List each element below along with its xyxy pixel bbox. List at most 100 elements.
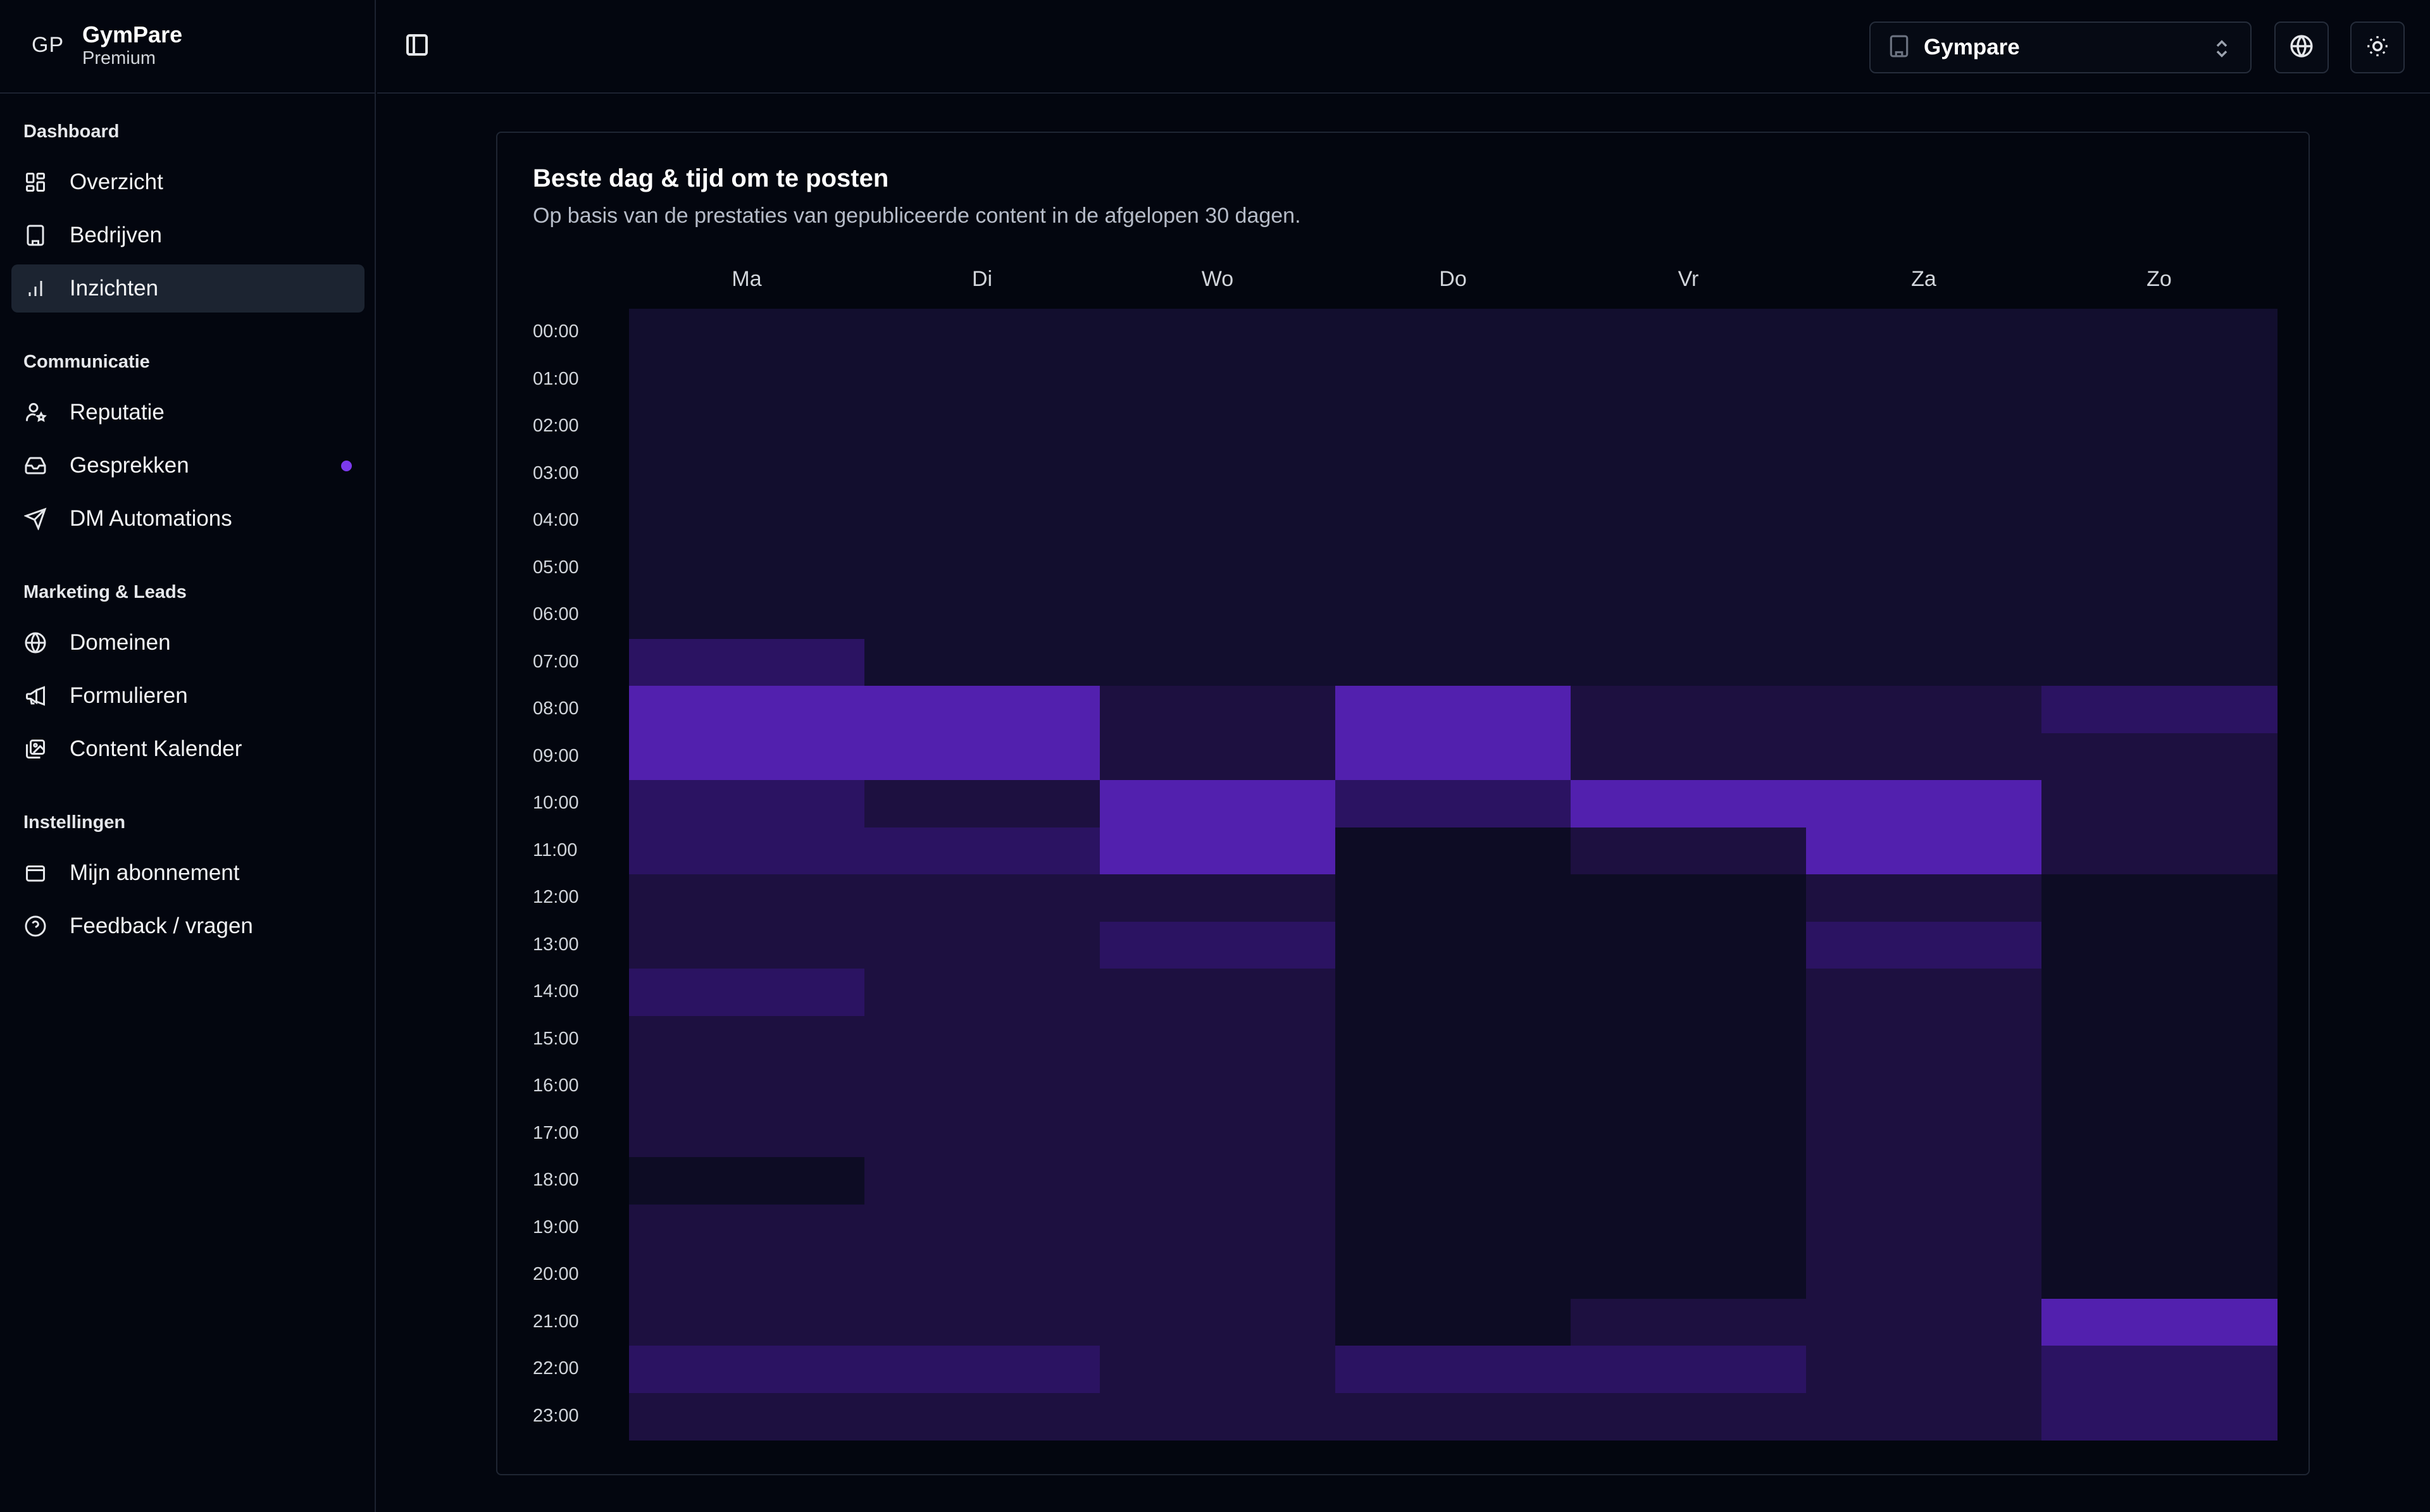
heatmap-cell[interactable] — [1806, 969, 2042, 1017]
heatmap-cell[interactable] — [629, 1157, 865, 1205]
heatmap-cell[interactable] — [629, 686, 865, 734]
heatmap-cell[interactable] — [629, 450, 865, 498]
brand-header[interactable]: GP GymPare Premium — [0, 0, 376, 94]
heatmap-cell[interactable] — [1100, 1251, 1336, 1299]
heatmap-cell[interactable] — [1571, 1157, 1807, 1205]
heatmap-cell[interactable] — [864, 403, 1100, 451]
heatmap-cell[interactable] — [2041, 544, 2277, 592]
heatmap-cell[interactable] — [1335, 733, 1571, 781]
heatmap-cell[interactable] — [2041, 403, 2277, 451]
heatmap-cell[interactable] — [864, 969, 1100, 1017]
heatmap-cell[interactable] — [2041, 874, 2277, 922]
heatmap-cell[interactable] — [2041, 450, 2277, 498]
sidebar-item-reputatie[interactable]: Reputatie — [11, 388, 364, 437]
heatmap-cell[interactable] — [1100, 874, 1336, 922]
heatmap-cell[interactable] — [1806, 1157, 2042, 1205]
heatmap-cell[interactable] — [1571, 403, 1807, 451]
heatmap-cell[interactable] — [864, 638, 1100, 686]
heatmap-cell[interactable] — [1571, 733, 1807, 781]
heatmap-cell[interactable] — [1100, 1346, 1336, 1394]
heatmap-cell[interactable] — [2041, 1110, 2277, 1158]
heatmap-cell[interactable] — [629, 780, 865, 828]
heatmap-cell[interactable] — [2041, 827, 2277, 875]
heatmap-cell[interactable] — [1571, 1204, 1807, 1252]
heatmap-cell[interactable] — [629, 592, 865, 640]
heatmap-cell[interactable] — [1100, 733, 1336, 781]
sidebar-item-overzicht[interactable]: Overzicht — [11, 158, 364, 206]
heatmap-cell[interactable] — [1335, 969, 1571, 1017]
heatmap-cell[interactable] — [864, 497, 1100, 545]
heatmap-cell[interactable] — [864, 1110, 1100, 1158]
heatmap-cell[interactable] — [2041, 969, 2277, 1017]
heatmap-cell[interactable] — [1806, 592, 2042, 640]
heatmap-cell[interactable] — [1100, 544, 1336, 592]
heatmap-cell[interactable] — [629, 309, 865, 357]
heatmap-cell[interactable] — [1100, 403, 1336, 451]
heatmap-cell[interactable] — [864, 450, 1100, 498]
heatmap-cell[interactable] — [1100, 1157, 1336, 1205]
heatmap-cell[interactable] — [864, 592, 1100, 640]
heatmap-cell[interactable] — [629, 1251, 865, 1299]
heatmap-cell[interactable] — [2041, 921, 2277, 969]
heatmap-cell[interactable] — [2041, 356, 2277, 404]
heatmap-cell[interactable] — [864, 544, 1100, 592]
heatmap-cell[interactable] — [1100, 1298, 1336, 1346]
heatmap-cell[interactable] — [629, 1392, 865, 1441]
heatmap-cell[interactable] — [629, 1346, 865, 1394]
heatmap-cell[interactable] — [629, 1015, 865, 1063]
heatmap-cell[interactable] — [1100, 638, 1336, 686]
heatmap-cell[interactable] — [1806, 309, 2042, 357]
heatmap-cell[interactable] — [1806, 1015, 2042, 1063]
heatmap-cell[interactable] — [1335, 309, 1571, 357]
sidebar-item-feedback[interactable]: Feedback / vragen — [11, 902, 364, 950]
heatmap-cell[interactable] — [864, 1298, 1100, 1346]
heatmap-cell[interactable] — [864, 1204, 1100, 1252]
heatmap-cell[interactable] — [1100, 1015, 1336, 1063]
sidebar-item-dm-automations[interactable]: DM Automations — [11, 495, 364, 543]
heatmap-cell[interactable] — [1335, 638, 1571, 686]
heatmap-cell[interactable] — [2041, 686, 2277, 734]
sidebar-item-inzichten[interactable]: Inzichten — [11, 264, 364, 313]
heatmap-cell[interactable] — [1571, 1251, 1807, 1299]
heatmap-cell[interactable] — [1571, 638, 1807, 686]
heatmap-cell[interactable] — [629, 356, 865, 404]
heatmap-cell[interactable] — [1806, 544, 2042, 592]
heatmap-cell[interactable] — [1100, 1110, 1336, 1158]
heatmap-cell[interactable] — [1571, 1110, 1807, 1158]
heatmap-cell[interactable] — [1571, 827, 1807, 875]
heatmap-cell[interactable] — [864, 827, 1100, 875]
heatmap-cell[interactable] — [864, 1015, 1100, 1063]
heatmap-cell[interactable] — [864, 874, 1100, 922]
heatmap-cell[interactable] — [1335, 403, 1571, 451]
heatmap-cell[interactable] — [629, 733, 865, 781]
heatmap-cell[interactable] — [1335, 450, 1571, 498]
heatmap-cell[interactable] — [1100, 592, 1336, 640]
heatmap-cell[interactable] — [1571, 1346, 1807, 1394]
heatmap-cell[interactable] — [1571, 1063, 1807, 1111]
heatmap-cell[interactable] — [1335, 780, 1571, 828]
heatmap-cell[interactable] — [864, 921, 1100, 969]
heatmap-cell[interactable] — [1100, 1204, 1336, 1252]
heatmap-cell[interactable] — [1335, 1015, 1571, 1063]
heatmap-cell[interactable] — [2041, 1063, 2277, 1111]
heatmap-cell[interactable] — [1335, 686, 1571, 734]
heatmap-cell[interactable] — [1335, 1157, 1571, 1205]
heatmap-cell[interactable] — [1806, 1063, 2042, 1111]
heatmap-cell[interactable] — [1806, 827, 2042, 875]
heatmap-cell[interactable] — [2041, 1346, 2277, 1394]
heatmap-cell[interactable] — [2041, 638, 2277, 686]
heatmap-cell[interactable] — [1100, 1063, 1336, 1111]
heatmap-cell[interactable] — [2041, 1157, 2277, 1205]
heatmap-cell[interactable] — [2041, 1298, 2277, 1346]
heatmap-cell[interactable] — [1571, 497, 1807, 545]
heatmap-cell[interactable] — [864, 1251, 1100, 1299]
heatmap-cell[interactable] — [1335, 1063, 1571, 1111]
heatmap-cell[interactable] — [864, 1157, 1100, 1205]
heatmap-cell[interactable] — [2041, 1392, 2277, 1441]
heatmap-cell[interactable] — [1335, 1346, 1571, 1394]
heatmap-cell[interactable] — [629, 1063, 865, 1111]
heatmap-cell[interactable] — [1571, 921, 1807, 969]
heatmap-cell[interactable] — [1806, 1346, 2042, 1394]
heatmap-cell[interactable] — [629, 969, 865, 1017]
heatmap-cell[interactable] — [2041, 1251, 2277, 1299]
